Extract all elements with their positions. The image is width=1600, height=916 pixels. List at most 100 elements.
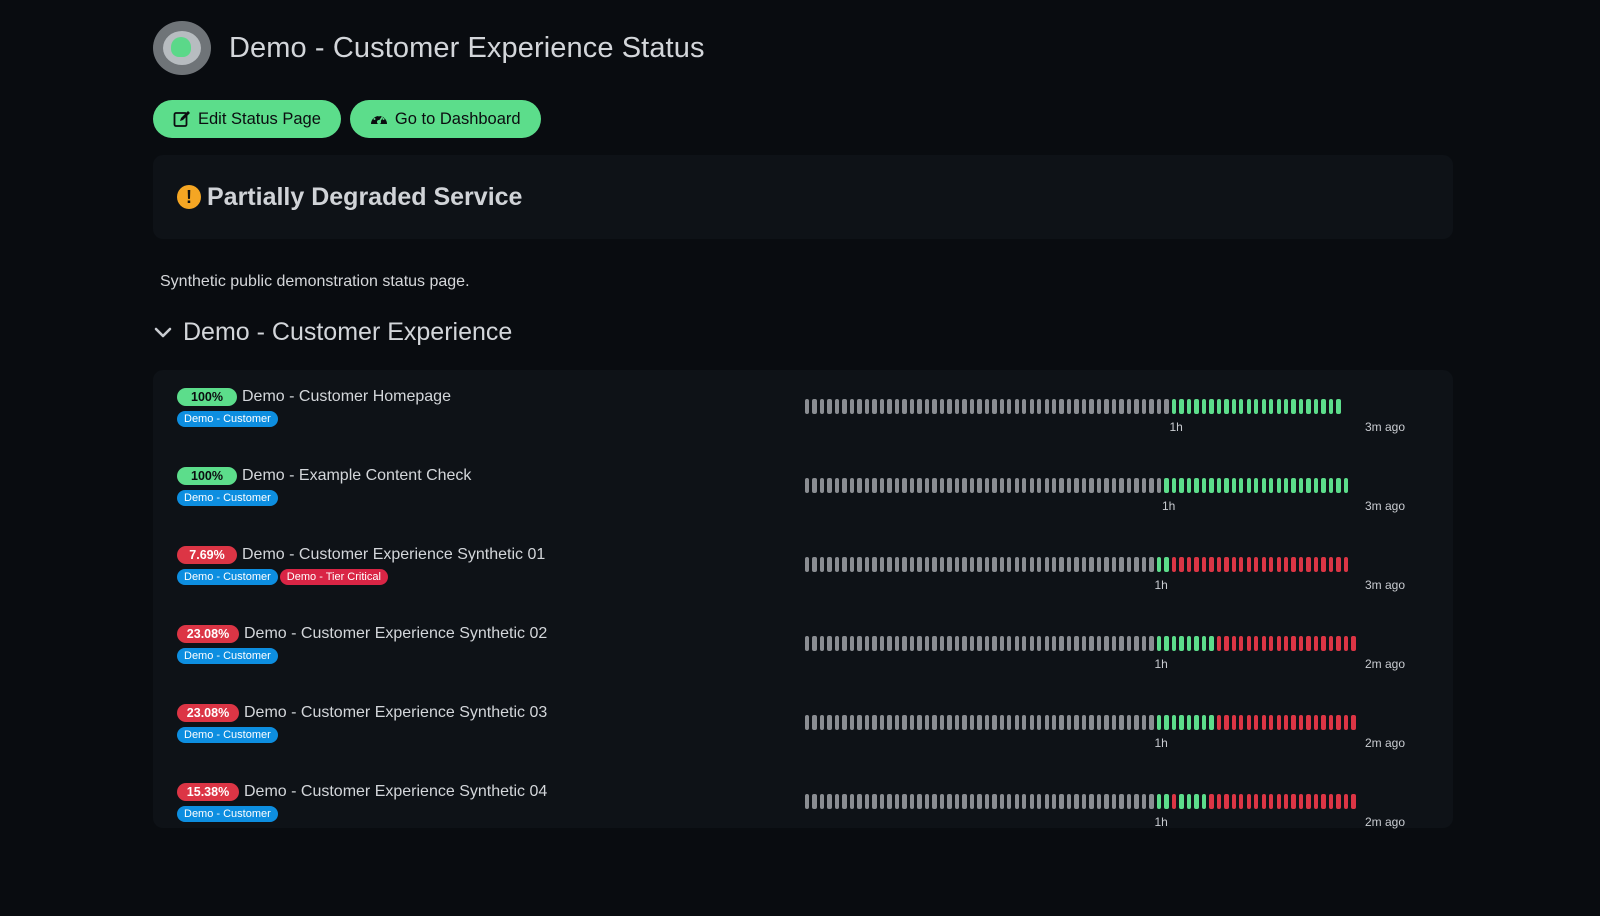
heartbeat-empty[interactable] [984, 794, 990, 809]
heartbeat-empty[interactable] [849, 794, 855, 809]
heartbeat-empty[interactable] [1141, 399, 1147, 414]
heartbeat-up[interactable] [1269, 478, 1274, 493]
heartbeat-empty[interactable] [1141, 715, 1147, 730]
heartbeat-empty[interactable] [812, 478, 817, 493]
heartbeat-down[interactable] [1313, 794, 1319, 809]
heartbeat-empty[interactable] [1029, 478, 1034, 493]
heartbeat-empty[interactable] [1126, 557, 1132, 572]
heartbeat-empty[interactable] [1119, 794, 1124, 809]
heartbeat-empty[interactable] [1014, 557, 1019, 572]
heartbeat-up[interactable] [1224, 478, 1229, 493]
heartbeat-empty[interactable] [954, 557, 960, 572]
heartbeat-empty[interactable] [879, 478, 885, 493]
heartbeat-down[interactable] [1343, 557, 1349, 572]
heartbeat-empty[interactable] [917, 478, 922, 493]
heartbeat-down[interactable] [1284, 794, 1289, 809]
heartbeat-empty[interactable] [834, 794, 840, 809]
heartbeat-down[interactable] [1216, 715, 1222, 730]
heartbeat-up[interactable] [1179, 399, 1184, 414]
heartbeat-down[interactable] [1343, 794, 1349, 809]
heartbeat-up[interactable] [1209, 399, 1214, 414]
heartbeat-empty[interactable] [984, 636, 990, 651]
heartbeat-up[interactable] [1276, 399, 1281, 414]
heartbeat-empty[interactable] [805, 636, 810, 651]
heartbeat-empty[interactable] [1089, 636, 1094, 651]
heartbeat-empty[interactable] [999, 636, 1004, 651]
heartbeat-empty[interactable] [939, 794, 945, 809]
heartbeat-empty[interactable] [947, 636, 952, 651]
heartbeat-up[interactable] [1194, 478, 1199, 493]
heartbeat-empty[interactable] [1164, 399, 1169, 414]
heartbeat-down[interactable] [1276, 557, 1281, 572]
heartbeat-empty[interactable] [924, 636, 930, 651]
heartbeat-down[interactable] [1306, 557, 1311, 572]
heartbeat-up[interactable] [1261, 478, 1266, 493]
heartbeat-down[interactable] [1291, 715, 1296, 730]
heartbeat-down[interactable] [1306, 794, 1311, 809]
heartbeat-empty[interactable] [812, 636, 817, 651]
heartbeat-up[interactable] [1164, 636, 1169, 651]
heartbeat-empty[interactable] [962, 557, 967, 572]
heartbeat-empty[interactable] [1037, 794, 1042, 809]
heartbeat-empty[interactable] [827, 557, 832, 572]
heartbeat-up[interactable] [1194, 715, 1199, 730]
heartbeat-up[interactable] [1231, 399, 1236, 414]
heartbeat-empty[interactable] [1007, 478, 1012, 493]
heartbeat-empty[interactable] [1119, 399, 1124, 414]
heartbeat-empty[interactable] [1111, 557, 1117, 572]
heartbeat-empty[interactable] [834, 636, 840, 651]
heartbeat-up[interactable] [1201, 794, 1207, 809]
heartbeat-empty[interactable] [1111, 794, 1117, 809]
heartbeat-empty[interactable] [954, 715, 960, 730]
heartbeat-empty[interactable] [917, 636, 922, 651]
heartbeat-up[interactable] [1194, 636, 1199, 651]
heartbeat-empty[interactable] [1119, 557, 1124, 572]
heartbeat-empty[interactable] [999, 399, 1004, 414]
heartbeat-empty[interactable] [977, 636, 982, 651]
heartbeat-empty[interactable] [834, 715, 840, 730]
heartbeat-empty[interactable] [939, 636, 945, 651]
heartbeat-empty[interactable] [902, 636, 907, 651]
heartbeat-empty[interactable] [1029, 636, 1034, 651]
heartbeat-up[interactable] [1291, 478, 1296, 493]
heartbeat-empty[interactable] [879, 636, 885, 651]
heartbeat-empty[interactable] [1096, 636, 1102, 651]
heartbeat-up[interactable] [1216, 399, 1222, 414]
monitor-name[interactable]: Demo - Customer Experience Synthetic 01 [242, 546, 546, 563]
heartbeat-empty[interactable] [857, 557, 862, 572]
heartbeat-empty[interactable] [924, 478, 930, 493]
monitor-name[interactable]: Demo - Example Content Check [242, 467, 472, 484]
heartbeat-up[interactable] [1209, 636, 1214, 651]
heartbeat-up[interactable] [1171, 478, 1177, 493]
heartbeat-down[interactable] [1269, 557, 1274, 572]
heartbeat-empty[interactable] [1044, 557, 1049, 572]
heartbeat-empty[interactable] [1126, 794, 1132, 809]
heartbeat-empty[interactable] [992, 715, 997, 730]
heartbeat-up[interactable] [1179, 636, 1184, 651]
heartbeat-empty[interactable] [1141, 478, 1147, 493]
heartbeat-empty[interactable] [992, 636, 997, 651]
heartbeat-up[interactable] [1164, 715, 1169, 730]
heartbeat-empty[interactable] [902, 794, 907, 809]
heartbeat-down[interactable] [1224, 715, 1229, 730]
heartbeat-empty[interactable] [872, 399, 877, 414]
heartbeat-empty[interactable] [1059, 557, 1064, 572]
heartbeat-empty[interactable] [962, 794, 967, 809]
heartbeat-empty[interactable] [805, 399, 810, 414]
heartbeat-down[interactable] [1209, 557, 1214, 572]
heartbeat-empty[interactable] [1104, 636, 1109, 651]
edit-status-page-button[interactable]: Edit Status Page [153, 100, 341, 138]
heartbeat-empty[interactable] [932, 715, 937, 730]
heartbeat-empty[interactable] [924, 794, 930, 809]
heartbeat-up[interactable] [1284, 478, 1289, 493]
heartbeat-empty[interactable] [1104, 557, 1109, 572]
heartbeat-empty[interactable] [939, 557, 945, 572]
heartbeat-down[interactable] [1216, 636, 1222, 651]
heartbeat-down[interactable] [1291, 794, 1296, 809]
heartbeat-down[interactable] [1269, 794, 1274, 809]
heartbeat-empty[interactable] [864, 557, 870, 572]
heartbeat-empty[interactable] [917, 557, 922, 572]
heartbeat-empty[interactable] [1141, 636, 1147, 651]
heartbeat-down[interactable] [1261, 794, 1266, 809]
heartbeat-empty[interactable] [954, 399, 960, 414]
